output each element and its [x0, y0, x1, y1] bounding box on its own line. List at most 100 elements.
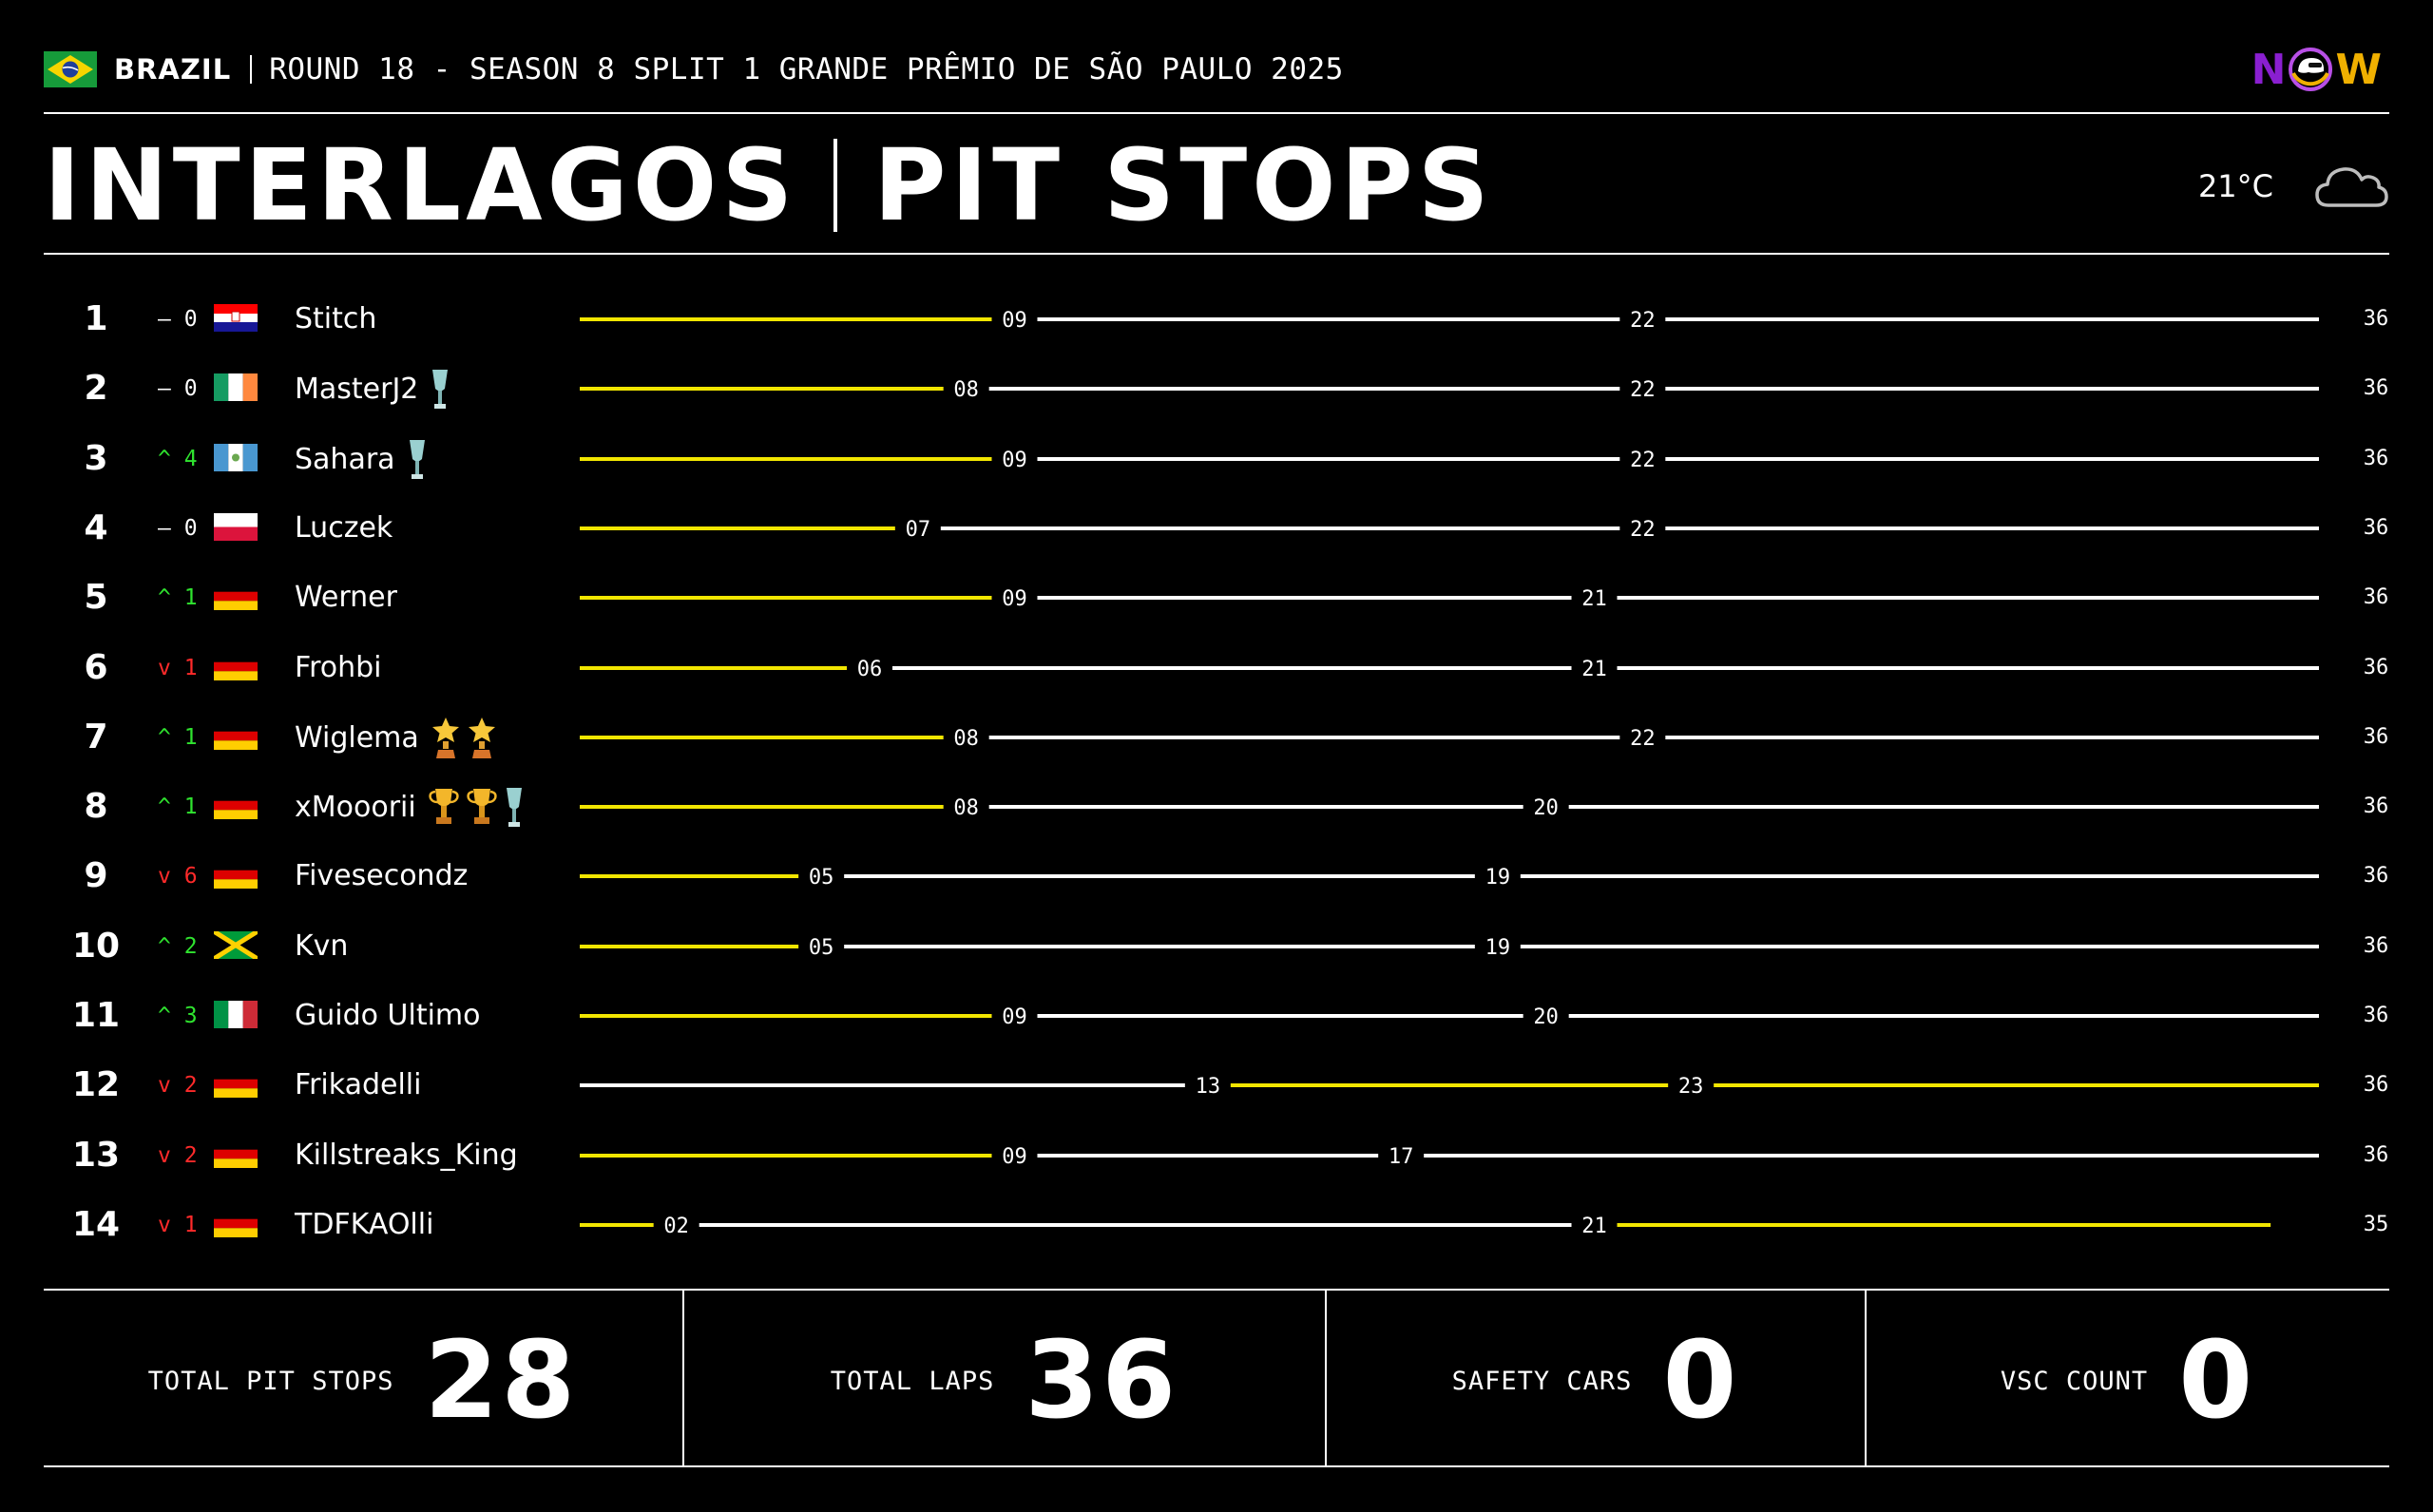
- driver: Sahara: [295, 438, 428, 482]
- position-change-value: 1: [183, 724, 198, 750]
- stint-timeline: 05 19: [580, 936, 2319, 960]
- stint-timeline: 09 17: [580, 1145, 2319, 1169]
- position-number: 6: [84, 647, 108, 687]
- finish-lap-label: 36: [2363, 446, 2389, 470]
- position-change: ^ 4: [158, 442, 198, 476]
- poland-flag-icon: [214, 512, 258, 541]
- table-row: 8 ^ 1 xMooorii 08 20 36: [0, 773, 2433, 842]
- silver-trophy-icon: [409, 439, 425, 479]
- pit-lap-label: 22: [1630, 518, 1656, 542]
- position-number: 3: [84, 438, 108, 478]
- table-row: 14 v 1 TDFKAOlli 02 21 35: [0, 1191, 2433, 1260]
- germany-flag-icon: [214, 1070, 258, 1099]
- pit-lap-label: 09: [1002, 587, 1027, 611]
- driver-name: Guido Ultimo: [295, 999, 481, 1032]
- driver-name: Werner: [295, 581, 397, 615]
- table-row: 4 – 0 Luczek 07 22 36: [0, 494, 2433, 564]
- round-bar: BRAZIL ROUND 18 - SEASON 8 SPLIT 1 GRAND…: [44, 49, 1344, 89]
- stint-timeline: 09 21: [580, 587, 2319, 611]
- finish-lap-label: 36: [2363, 1142, 2389, 1167]
- driver-name: MasterJ2: [295, 373, 419, 407]
- footer-rule-top: [44, 1289, 2389, 1291]
- position-number: 7: [84, 717, 108, 756]
- arrow-up-icon: ^: [158, 794, 184, 820]
- footer-divider: [682, 1291, 684, 1467]
- position-change: – 0: [158, 511, 198, 545]
- pit-lap-label: 05: [809, 936, 834, 960]
- pit-lap-label: 02: [663, 1215, 689, 1238]
- position-change-value: 6: [183, 864, 198, 890]
- jamaica-flag-icon: [214, 930, 258, 959]
- driver: Kvn: [295, 926, 348, 967]
- position-change-value: 2: [183, 933, 198, 959]
- stint-timeline: 08 22: [580, 727, 2319, 751]
- stint-timeline: 09 20: [580, 1005, 2319, 1029]
- pit-lap-label: 05: [809, 866, 834, 890]
- position-change-value: 0: [183, 376, 198, 402]
- position-number: 13: [71, 1135, 121, 1175]
- stat-total-laps: TOTAL LAPS 36: [684, 1294, 1325, 1467]
- stint-timeline: 13 23: [580, 1075, 2319, 1099]
- pit-lap-label: 17: [1389, 1145, 1414, 1169]
- driver: Frohbi: [295, 647, 382, 689]
- finish-lap-label: 36: [2363, 724, 2389, 749]
- germany-flag-icon: [214, 721, 258, 750]
- driver: Killstreaks_King: [295, 1135, 518, 1177]
- arrow-down-icon: v: [158, 864, 184, 890]
- position-change-value: 2: [183, 1073, 198, 1099]
- pit-lap-label: 23: [1678, 1075, 1704, 1099]
- driver: Stitch: [295, 298, 376, 340]
- driver-name: Frikadelli: [295, 1068, 422, 1102]
- position-change: ^ 2: [158, 929, 198, 964]
- position-change: ^ 3: [158, 999, 198, 1033]
- pit-lap-label: 21: [1581, 1215, 1607, 1238]
- table-row: 12 v 2 Frikadelli 13 23 36: [0, 1051, 2433, 1120]
- stint-timeline: 02 21: [580, 1215, 2271, 1238]
- arrow-up-icon: ^: [158, 724, 184, 750]
- finish-lap-label: 36: [2363, 307, 2389, 331]
- pit-lap-label: 22: [1630, 727, 1656, 751]
- italy-flag-icon: [214, 1001, 258, 1028]
- germany-flag-icon: [214, 1209, 258, 1237]
- table-row: 6 v 1 Frohbi 06 21 36: [0, 634, 2433, 703]
- stat-vsc-count: VSC COUNT 0: [1867, 1294, 2389, 1467]
- finish-lap-label: 36: [2363, 585, 2389, 610]
- finish-lap-label: 36: [2363, 655, 2389, 679]
- position-change: v 1: [158, 651, 198, 685]
- finish-lap-label: 36: [2363, 864, 2389, 889]
- finish-lap-label: 36: [2363, 794, 2389, 819]
- finish-lap-label: 36: [2363, 1004, 2389, 1027]
- round-info: ROUND 18 - SEASON 8 SPLIT 1 GRANDE PRÊMI…: [269, 52, 1344, 86]
- driver-name: TDFKAOlli: [295, 1207, 434, 1241]
- croatia-flag-icon: [214, 304, 258, 332]
- logo-letter-n: N: [2251, 45, 2287, 94]
- logo-letter-w: W: [2335, 45, 2382, 94]
- pit-lap-label: 22: [1630, 378, 1656, 402]
- weather: 21°C: [2198, 152, 2389, 220]
- driver: Guido Ultimo: [295, 995, 481, 1037]
- germany-flag-icon: [214, 861, 258, 890]
- driver: Wiglema: [295, 717, 497, 760]
- stint-timeline: 09 22: [580, 309, 2319, 333]
- stint-timeline: 09 22: [580, 449, 2319, 472]
- driver: Luczek: [295, 507, 393, 549]
- stint-timeline: 07 22: [580, 518, 2319, 542]
- pit-lap-label: 20: [1533, 1005, 1559, 1029]
- arrow-up-icon: ^: [158, 446, 184, 471]
- driver: Frikadelli: [295, 1064, 421, 1106]
- ireland-flag-icon: [214, 373, 258, 402]
- pit-lap-label: 08: [953, 796, 979, 820]
- arrow-down-icon: v: [158, 1073, 184, 1099]
- stat-value: 0: [1662, 1319, 1740, 1443]
- position-change: v 2: [158, 1068, 198, 1102]
- trophies: [407, 438, 428, 482]
- stint-timeline: 05 19: [580, 866, 2319, 890]
- driver-name: Frohbi: [295, 650, 382, 684]
- table-row: 2 – 0 MasterJ2 08 22 36: [0, 354, 2433, 424]
- driver-name: Luczek: [295, 510, 393, 545]
- finish-lap-label: 35: [2363, 1212, 2389, 1236]
- table-row: 5 ^ 1 Werner 09 21 36: [0, 564, 2433, 633]
- arrow-up-icon: ^: [158, 933, 184, 959]
- stat-label: TOTAL PIT STOPS: [147, 1366, 394, 1396]
- stat-label: VSC COUNT: [2000, 1366, 2149, 1396]
